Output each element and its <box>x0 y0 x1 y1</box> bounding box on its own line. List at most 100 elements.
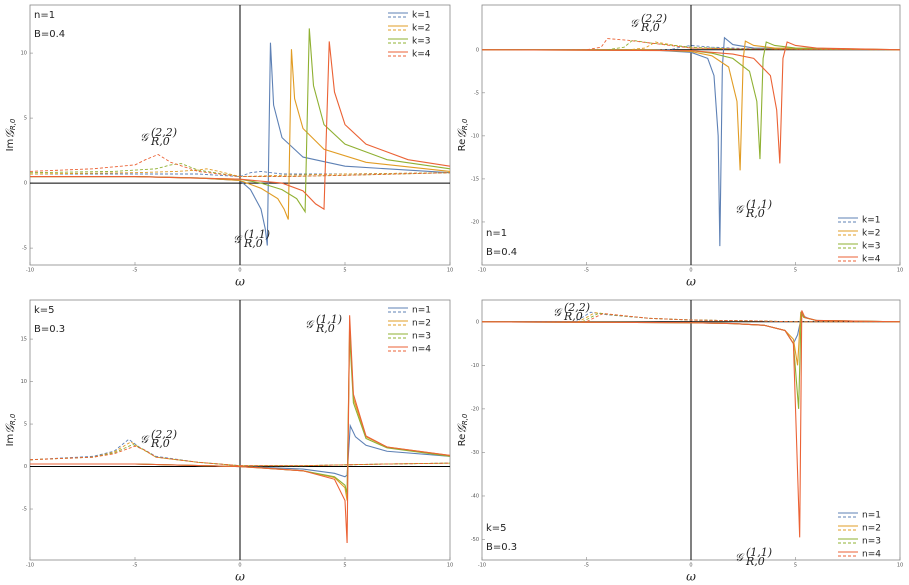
legend-label: k=1 <box>862 216 880 226</box>
x-tick-label: 0 <box>238 268 241 274</box>
x-tick-label: -5 <box>584 563 589 569</box>
y-tick-label: -20 <box>471 219 479 225</box>
panel-note: k=5 <box>486 523 507 534</box>
solid-line <box>30 315 450 544</box>
legend-label: k=3 <box>862 242 880 252</box>
dashed-line <box>482 38 900 51</box>
x-tick-label: 5 <box>794 563 797 569</box>
y-tick-label: 10 <box>21 379 27 385</box>
annotation-sup: (2,2) <box>564 301 590 314</box>
annotation-symbol: 𝒢 <box>140 433 150 446</box>
legend-label: n=3 <box>412 332 431 342</box>
legend-label: n=3 <box>862 537 881 547</box>
legend-label: k=4 <box>412 50 431 60</box>
annotation-symbol: 𝒢 <box>305 318 315 331</box>
y-label-symbol: 𝒢 <box>455 128 469 139</box>
y-label-sub: R,0 <box>9 413 17 425</box>
y-label-prefix: Im <box>5 139 16 152</box>
x-tick-label: 0 <box>238 563 241 569</box>
annotation-symbol: 𝒢 <box>630 17 640 30</box>
panel-note: n=1 <box>486 228 507 239</box>
panel-note: B=0.4 <box>486 247 517 258</box>
annotation-sup: (1,1) <box>316 313 342 326</box>
x-tick-label: -10 <box>478 563 486 569</box>
y-label-sub: R,0 <box>461 413 469 425</box>
y-tick-label: 0 <box>24 181 27 187</box>
x-tick-label: 10 <box>897 268 903 274</box>
y-label-sub: R,0 <box>461 118 469 130</box>
y-label-sub: R,0 <box>9 118 17 130</box>
annotation-sub: R,0 <box>150 135 170 148</box>
annotation-symbol: 𝒢 <box>140 131 150 144</box>
annotation-sub: R,0 <box>150 437 170 450</box>
annotation-sub: R,0 <box>745 555 765 568</box>
annotation-sup: (1,1) <box>746 198 772 211</box>
y-tick-label: -10 <box>471 133 479 139</box>
y-tick-label: 0 <box>24 464 27 470</box>
x-tick-label: 5 <box>794 268 797 274</box>
legend-label: n=2 <box>862 524 881 534</box>
y-axis-label: Im𝒢R,0 <box>3 118 18 151</box>
y-tick-label: 5 <box>24 422 27 428</box>
dashed-line <box>30 168 450 178</box>
y-tick-label: -5 <box>22 246 27 252</box>
y-label-prefix: Re <box>457 139 468 152</box>
annotation-sup: (2,2) <box>151 126 177 139</box>
y-tick-label: -50 <box>471 537 479 543</box>
annotation-symbol: 𝒢 <box>735 551 745 564</box>
panel-note: B=0.3 <box>486 542 517 553</box>
solid-line <box>482 40 900 171</box>
series-group <box>482 36 900 247</box>
solid-line <box>482 41 900 164</box>
legend-label: k=3 <box>412 37 430 47</box>
y-tick-label: -5 <box>474 90 479 96</box>
y-label-prefix: Im <box>5 434 16 447</box>
legend-label: n=1 <box>862 511 881 521</box>
y-tick-label: 0 <box>476 47 479 53</box>
y-axis-label: Re𝒢R,0 <box>455 118 470 151</box>
y-tick-label: 5 <box>24 116 27 122</box>
annotation-symbol: 𝒢 <box>735 203 745 216</box>
solid-line <box>482 310 900 538</box>
annotation-sup: (1,1) <box>244 228 270 241</box>
x-tick-label: -5 <box>133 563 138 569</box>
legend-label: n=2 <box>412 319 431 329</box>
y-tick-label: 10 <box>21 51 27 57</box>
annotation-sub: R,0 <box>315 322 335 335</box>
annotation-symbol: 𝒢 <box>553 306 563 319</box>
y-tick-label: 15 <box>21 337 27 343</box>
x-tick-label: 5 <box>343 563 346 569</box>
annotation-sup: (2,2) <box>641 12 667 25</box>
dashed-line <box>482 39 900 51</box>
x-axis-label: ω <box>235 570 245 584</box>
legend-label: n=4 <box>412 345 431 355</box>
x-axis-label: ω <box>686 275 696 289</box>
y-tick-label: -10 <box>471 363 479 369</box>
y-label-symbol: 𝒢 <box>455 423 469 434</box>
y-axis-label: Im𝒢R,0 <box>3 413 18 446</box>
panel: -10 -5 0 5 10-50510k=1k=2k=3k=4n=1B=0.4ωIm𝒢R… <box>3 4 453 289</box>
x-tick-label: 0 <box>689 268 692 274</box>
annotation-sup: (1,1) <box>746 546 772 559</box>
annotation-sub: R,0 <box>640 21 660 34</box>
annotation-sup: (2,2) <box>151 428 177 441</box>
y-tick-label: 0 <box>476 319 479 325</box>
dashed-line <box>30 445 450 467</box>
y-tick-label: -20 <box>471 406 479 412</box>
x-tick-label: 10 <box>447 563 453 569</box>
solid-line <box>482 41 900 160</box>
series-group <box>482 310 900 538</box>
x-tick-label: 10 <box>447 268 453 274</box>
legend-label: k=2 <box>412 24 430 34</box>
annotation-sub: R,0 <box>243 237 263 250</box>
legend-label: n=1 <box>412 306 431 316</box>
y-tick-label: -30 <box>471 450 479 456</box>
annotation-sub: R,0 <box>745 207 765 220</box>
y-tick-label: -15 <box>471 176 479 182</box>
x-axis-label: ω <box>235 275 245 289</box>
y-label-prefix: Re <box>457 434 468 447</box>
panel: -10 -5 0 5 10 -5 0 5 10 15 n=1 n=2 n=3 n=4 k=5 B=0.3 ω Im… <box>3 299 453 584</box>
x-tick-label: -10 <box>478 268 486 274</box>
x-tick-label: -5 <box>133 268 138 274</box>
legend-label: k=4 <box>862 255 881 265</box>
